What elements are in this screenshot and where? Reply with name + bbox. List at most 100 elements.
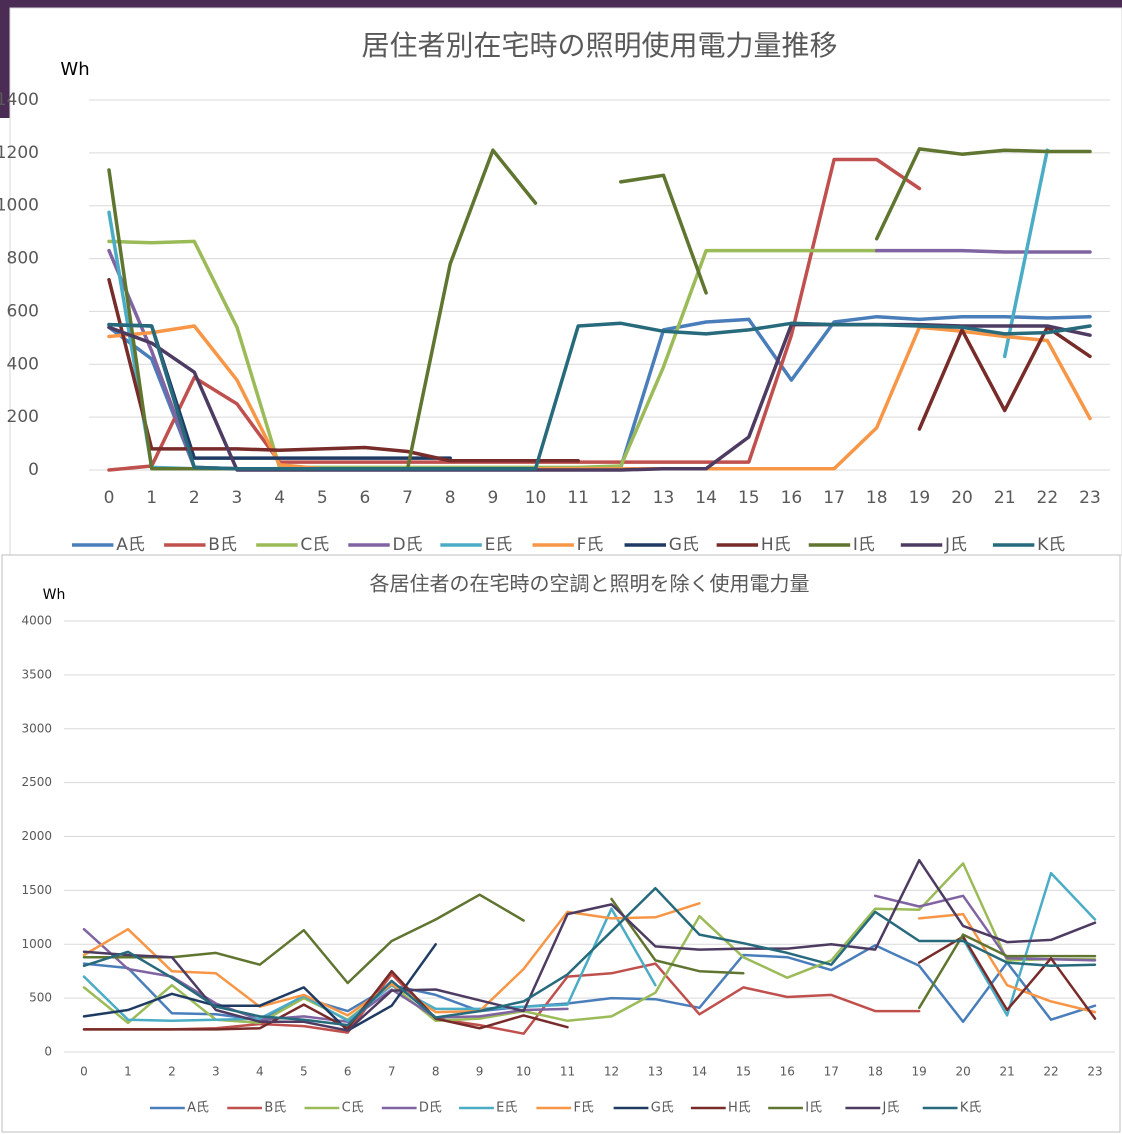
x-tick-label: 8 (445, 488, 456, 508)
chart-title: 各居住者の在宅時の空調と照明を除く使用電力量 (370, 572, 810, 596)
x-tick-label: 8 (432, 1065, 440, 1079)
x-tick-label: 18 (866, 488, 888, 508)
legend-label: I氏 (805, 1101, 822, 1116)
y-tick-label: 1000 (21, 937, 52, 951)
x-tick-label: 14 (692, 1065, 707, 1079)
y-tick-label: 4000 (21, 614, 52, 628)
chart-frame (1, 554, 1121, 1133)
x-tick-label: 0 (104, 488, 115, 508)
legend-label: A氏 (116, 535, 145, 555)
x-tick-label: 23 (1087, 1065, 1102, 1079)
legend-label: F氏 (573, 1101, 593, 1116)
legend-label: H氏 (761, 535, 791, 555)
series-line (107, 321, 1092, 471)
x-tick-label: 21 (994, 488, 1016, 508)
x-tick-label: 2 (168, 1065, 176, 1079)
x-tick-label: 1 (124, 1065, 132, 1079)
x-tick-label: 4 (274, 488, 285, 508)
x-tick-label: 17 (824, 1065, 839, 1079)
x-tick-label: 11 (567, 488, 589, 508)
chart-frame (9, 7, 1122, 556)
x-tick-label: 18 (868, 1065, 883, 1079)
legend-label: F氏 (577, 535, 604, 555)
x-tick-label: 3 (232, 488, 243, 508)
y-axis-label: Wh (43, 587, 66, 603)
legend-label: J氏 (882, 1101, 900, 1116)
legend-label: A氏 (187, 1101, 209, 1116)
side-bar (0, 0, 10, 118)
series-line (82, 894, 1097, 1024)
x-tick-label: 5 (300, 1065, 308, 1079)
x-tick-label: 22 (1037, 488, 1059, 508)
x-tick-label: 19 (909, 488, 931, 508)
x-tick-label: 3 (212, 1065, 220, 1079)
x-tick-label: 21 (999, 1065, 1014, 1079)
x-tick-label: 7 (402, 488, 413, 508)
legend-label: C氏 (300, 535, 329, 555)
series-line (82, 962, 921, 1035)
x-tick-label: 9 (476, 1065, 484, 1079)
x-tick-label: 19 (912, 1065, 927, 1079)
y-tick-label: 600 (7, 301, 39, 321)
x-tick-label: 20 (955, 1065, 970, 1079)
chart-title: 居住者別在宅時の照明使用電力量推移 (361, 29, 837, 62)
x-tick-label: 14 (695, 488, 717, 508)
legend-label: C氏 (342, 1101, 364, 1116)
series-line (82, 862, 1097, 1025)
top-bar (0, 0, 1122, 8)
legend-label: D氏 (419, 1101, 442, 1116)
series-line (82, 943, 437, 1032)
x-tick-label: 22 (1043, 1065, 1058, 1079)
legend-label: E氏 (496, 1101, 517, 1116)
x-tick-label: 0 (80, 1065, 88, 1079)
series-line (82, 902, 1097, 1017)
y-tick-label: 500 (29, 991, 52, 1005)
x-tick-label: 15 (738, 488, 760, 508)
x-tick-label: 6 (344, 1065, 352, 1079)
y-tick-label: 2500 (21, 775, 52, 789)
x-tick-label: 13 (653, 488, 675, 508)
x-tick-label: 17 (823, 488, 845, 508)
x-tick-label: 9 (487, 488, 498, 508)
y-axis-label: Wh (60, 59, 89, 80)
legend-label: G氏 (651, 1101, 674, 1116)
x-tick-label: 6 (359, 488, 370, 508)
y-tick-label: 400 (7, 354, 39, 374)
legend-label: H氏 (728, 1101, 751, 1116)
legend-label: B氏 (264, 1101, 286, 1116)
x-tick-label: 11 (560, 1065, 575, 1079)
legend-label: G氏 (669, 535, 699, 555)
y-tick-label: 800 (7, 249, 39, 269)
x-tick-label: 20 (951, 488, 973, 508)
series-line (82, 935, 1097, 1031)
x-tick-label: 5 (317, 488, 328, 508)
legend-label: K氏 (960, 1101, 982, 1116)
x-tick-label: 13 (648, 1065, 663, 1079)
y-tick-label: 1000 (0, 196, 39, 216)
y-tick-label: 3000 (21, 721, 52, 735)
y-tick-label: 1400 (0, 90, 39, 110)
legend-label: D氏 (392, 535, 422, 555)
legend-label: I氏 (853, 535, 875, 555)
x-tick-label: 12 (610, 488, 632, 508)
x-tick-label: 15 (736, 1065, 751, 1079)
series-line (82, 886, 1097, 1027)
y-tick-label: 200 (7, 407, 39, 427)
y-tick-label: 0 (28, 460, 39, 480)
legend-label: E氏 (485, 535, 513, 555)
y-tick-label: 2000 (21, 829, 52, 843)
x-tick-label: 12 (604, 1065, 619, 1079)
x-tick-label: 2 (189, 488, 200, 508)
x-tick-label: 16 (780, 1065, 795, 1079)
legend-label: K氏 (1037, 535, 1065, 555)
legend-label: J氏 (944, 535, 967, 555)
x-tick-label: 16 (781, 488, 803, 508)
x-tick-label: 4 (256, 1065, 264, 1079)
y-tick-label: 1200 (0, 143, 39, 163)
x-tick-label: 7 (388, 1065, 396, 1079)
y-tick-label: 0 (44, 1045, 52, 1059)
x-tick-label: 10 (516, 1065, 531, 1079)
legend-label: B氏 (208, 535, 237, 555)
